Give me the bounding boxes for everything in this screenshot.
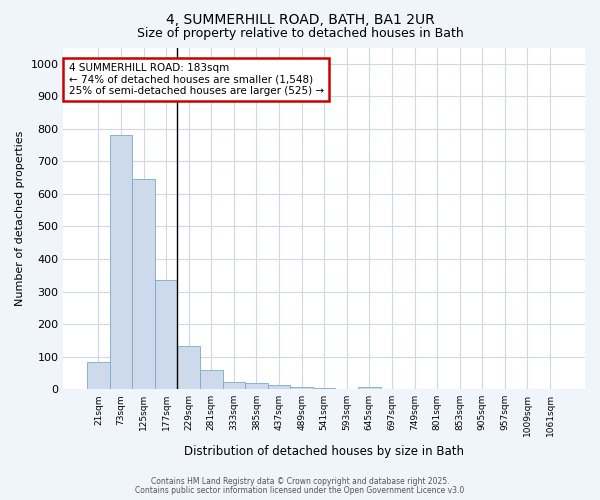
Bar	[155, 280, 178, 389]
Bar	[358, 387, 380, 389]
Bar	[110, 136, 132, 389]
Bar	[245, 384, 268, 389]
X-axis label: Distribution of detached houses by size in Bath: Distribution of detached houses by size …	[184, 444, 464, 458]
Bar	[87, 362, 110, 389]
Bar	[132, 180, 155, 389]
Text: Size of property relative to detached houses in Bath: Size of property relative to detached ho…	[137, 28, 463, 40]
Text: 4, SUMMERHILL ROAD, BATH, BA1 2UR: 4, SUMMERHILL ROAD, BATH, BA1 2UR	[166, 12, 434, 26]
Bar	[178, 346, 200, 389]
Text: 4 SUMMERHILL ROAD: 183sqm
← 74% of detached houses are smaller (1,548)
25% of se: 4 SUMMERHILL ROAD: 183sqm ← 74% of detac…	[68, 63, 324, 96]
Bar	[268, 384, 290, 389]
Y-axis label: Number of detached properties: Number of detached properties	[15, 130, 25, 306]
Text: Contains HM Land Registry data © Crown copyright and database right 2025.: Contains HM Land Registry data © Crown c…	[151, 477, 449, 486]
Bar	[313, 388, 335, 389]
Bar	[223, 382, 245, 389]
Bar	[200, 370, 223, 389]
Text: Contains public sector information licensed under the Open Government Licence v3: Contains public sector information licen…	[136, 486, 464, 495]
Bar	[290, 387, 313, 389]
